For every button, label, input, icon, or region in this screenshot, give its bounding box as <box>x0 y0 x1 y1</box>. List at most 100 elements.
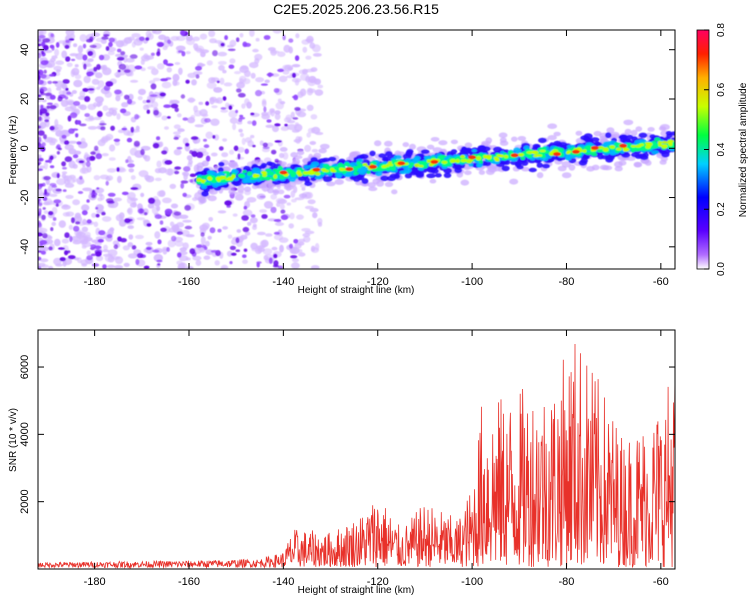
noise-speckle <box>203 255 211 260</box>
signal-blob <box>262 171 267 175</box>
noise-speckle <box>117 129 125 134</box>
noise-speckle <box>82 187 92 192</box>
noise-speckle <box>110 125 115 131</box>
signal-blob <box>383 156 393 163</box>
noise-speckle <box>79 167 89 174</box>
noise-speckle <box>140 67 146 72</box>
noise-speckle <box>54 238 61 247</box>
noise-speckle <box>58 220 66 228</box>
noise-speckle <box>187 72 197 79</box>
noise-speckle <box>152 77 161 82</box>
signal-blob <box>278 176 285 180</box>
noise-speckle <box>274 140 282 143</box>
noise-speckle <box>40 104 44 110</box>
noise-speckle <box>145 37 150 41</box>
signal-blob <box>218 161 225 167</box>
snr-xtick-label: -80 <box>559 576 575 588</box>
noise-speckle <box>48 73 55 77</box>
noise-speckle <box>39 157 44 162</box>
heatmap-xtick-label: -160 <box>178 276 200 288</box>
noise-speckle <box>95 213 100 218</box>
noise-speckle <box>161 81 172 89</box>
noise-speckle <box>131 41 136 48</box>
signal-blob <box>256 193 266 200</box>
noise-speckle <box>109 144 116 152</box>
signal-blob <box>509 178 519 185</box>
noise-speckle <box>86 250 91 256</box>
noise-speckle <box>126 196 133 204</box>
noise-speckle <box>190 114 196 119</box>
signal-blob <box>516 165 524 170</box>
heatmap-xtick-label: -100 <box>461 276 483 288</box>
noise-speckle <box>95 236 105 241</box>
noise-speckle <box>250 72 256 79</box>
noise-speckle <box>67 115 72 122</box>
noise-speckle <box>195 45 205 54</box>
noise-speckle <box>180 182 185 189</box>
noise-speckle <box>251 120 257 126</box>
noise-speckle <box>310 67 318 72</box>
noise-speckle <box>194 124 204 128</box>
noise-speckle <box>142 219 150 224</box>
noise-speckle <box>115 214 123 222</box>
noise-speckle <box>144 212 148 216</box>
signal-blob <box>228 189 236 195</box>
signal-blob <box>405 150 413 157</box>
noise-speckle <box>232 123 237 131</box>
noise-speckle <box>51 185 57 188</box>
snr-ytick-label: 2000 <box>19 489 31 513</box>
noise-speckle <box>243 205 248 210</box>
noise-speckle <box>203 144 210 149</box>
noise-speckle <box>101 153 109 157</box>
noise-speckle <box>195 65 202 71</box>
noise-speckle <box>182 219 192 223</box>
noise-speckle <box>235 249 241 252</box>
signal-blob <box>269 171 275 177</box>
noise-speckle <box>120 238 127 243</box>
noise-speckle <box>130 187 139 190</box>
noise-speckle <box>182 192 187 197</box>
signal-blob <box>266 161 273 166</box>
signal-hotspot <box>397 161 406 166</box>
noise-speckle <box>164 160 173 165</box>
signal-blob <box>526 151 534 154</box>
noise-speckle <box>121 102 129 108</box>
noise-speckle <box>101 135 111 142</box>
noise-speckle <box>306 132 312 138</box>
noise-speckle <box>42 207 46 210</box>
signal-blob <box>430 137 440 142</box>
noise-speckle <box>115 95 121 102</box>
noise-speckle <box>174 107 179 113</box>
signal-hotspot <box>430 159 439 164</box>
signal-blob <box>252 173 258 178</box>
signal-blob <box>322 176 333 183</box>
noise-speckle <box>310 265 320 269</box>
noise-speckle <box>225 102 230 110</box>
snr-series-line <box>38 343 675 569</box>
signal-blob <box>542 163 550 169</box>
signal-blob <box>228 161 237 168</box>
noise-speckle <box>146 246 152 251</box>
noise-speckle <box>84 113 90 118</box>
noise-speckle <box>280 101 286 105</box>
signal-blob <box>578 160 588 166</box>
noise-speckle <box>55 42 60 48</box>
noise-speckle <box>91 194 96 199</box>
signal-blob <box>369 150 376 157</box>
noise-speckle <box>282 34 286 41</box>
noise-speckle <box>64 144 75 151</box>
signal-blob <box>296 171 301 175</box>
signal-blob <box>619 134 628 140</box>
noise-speckle <box>243 248 248 252</box>
noise-speckle <box>298 136 303 142</box>
noise-speckle <box>38 52 42 59</box>
noise-speckle <box>236 121 243 125</box>
noise-speckle <box>288 223 295 229</box>
noise-speckle <box>180 94 186 99</box>
signal-blob <box>326 181 336 187</box>
noise-speckle <box>75 133 79 138</box>
noise-speckle <box>79 34 87 42</box>
noise-speckle <box>68 224 73 230</box>
noise-speckle <box>151 68 159 76</box>
signal-blob <box>386 175 396 182</box>
